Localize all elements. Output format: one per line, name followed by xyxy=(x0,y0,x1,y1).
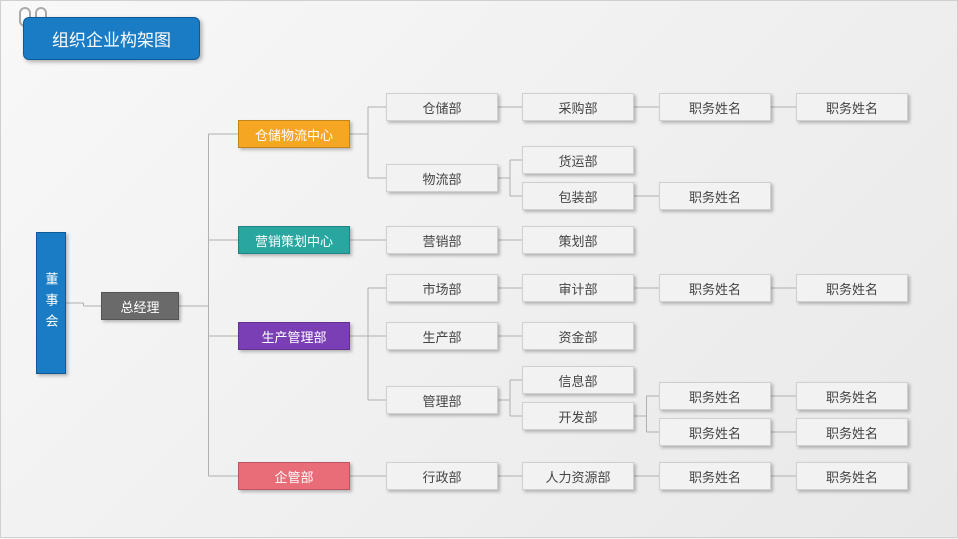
connector-lines xyxy=(1,1,958,539)
org-node-p4: 审计部 xyxy=(522,274,634,302)
org-node-d1: 仓储物流中心 xyxy=(238,120,350,148)
org-node-m1: 营销部 xyxy=(386,226,498,254)
org-node-mgr: 总经理 xyxy=(101,292,179,320)
org-node-p1: 市场部 xyxy=(386,274,498,302)
org-node-a2: 人力资源部 xyxy=(522,462,634,490)
org-node-p2: 生产部 xyxy=(386,322,498,350)
org-node-w3: 采购部 xyxy=(522,93,634,121)
page-title: 组织企业构架图 xyxy=(23,17,200,60)
org-node-w4: 货运部 xyxy=(522,146,634,174)
org-node-w8: 职务姓名 xyxy=(659,182,771,210)
org-node-root: 董事会 xyxy=(36,232,66,374)
org-node-p7: 开发部 xyxy=(522,402,634,430)
org-node-w1: 仓储部 xyxy=(386,93,498,121)
org-node-w2: 物流部 xyxy=(386,164,498,192)
org-node-d4: 企管部 xyxy=(238,462,350,490)
org-node-p11: 职务姓名 xyxy=(796,382,908,410)
org-node-a1: 行政部 xyxy=(386,462,498,490)
org-node-w6: 职务姓名 xyxy=(659,93,771,121)
org-node-d3: 生产管理部 xyxy=(238,322,350,350)
org-node-p3: 管理部 xyxy=(386,386,498,414)
org-node-m2: 策划部 xyxy=(522,226,634,254)
org-node-p6: 信息部 xyxy=(522,366,634,394)
org-node-a3: 职务姓名 xyxy=(659,462,771,490)
org-node-d2: 营销策划中心 xyxy=(238,226,350,254)
org-node-p8: 职务姓名 xyxy=(659,274,771,302)
org-node-p5: 资金部 xyxy=(522,322,634,350)
org-node-a4: 职务姓名 xyxy=(796,462,908,490)
org-node-p9: 职务姓名 xyxy=(796,274,908,302)
org-node-p13: 职务姓名 xyxy=(796,418,908,446)
org-node-p12: 职务姓名 xyxy=(659,418,771,446)
org-node-p10: 职务姓名 xyxy=(659,382,771,410)
org-node-w7: 职务姓名 xyxy=(796,93,908,121)
org-node-w5: 包装部 xyxy=(522,182,634,210)
